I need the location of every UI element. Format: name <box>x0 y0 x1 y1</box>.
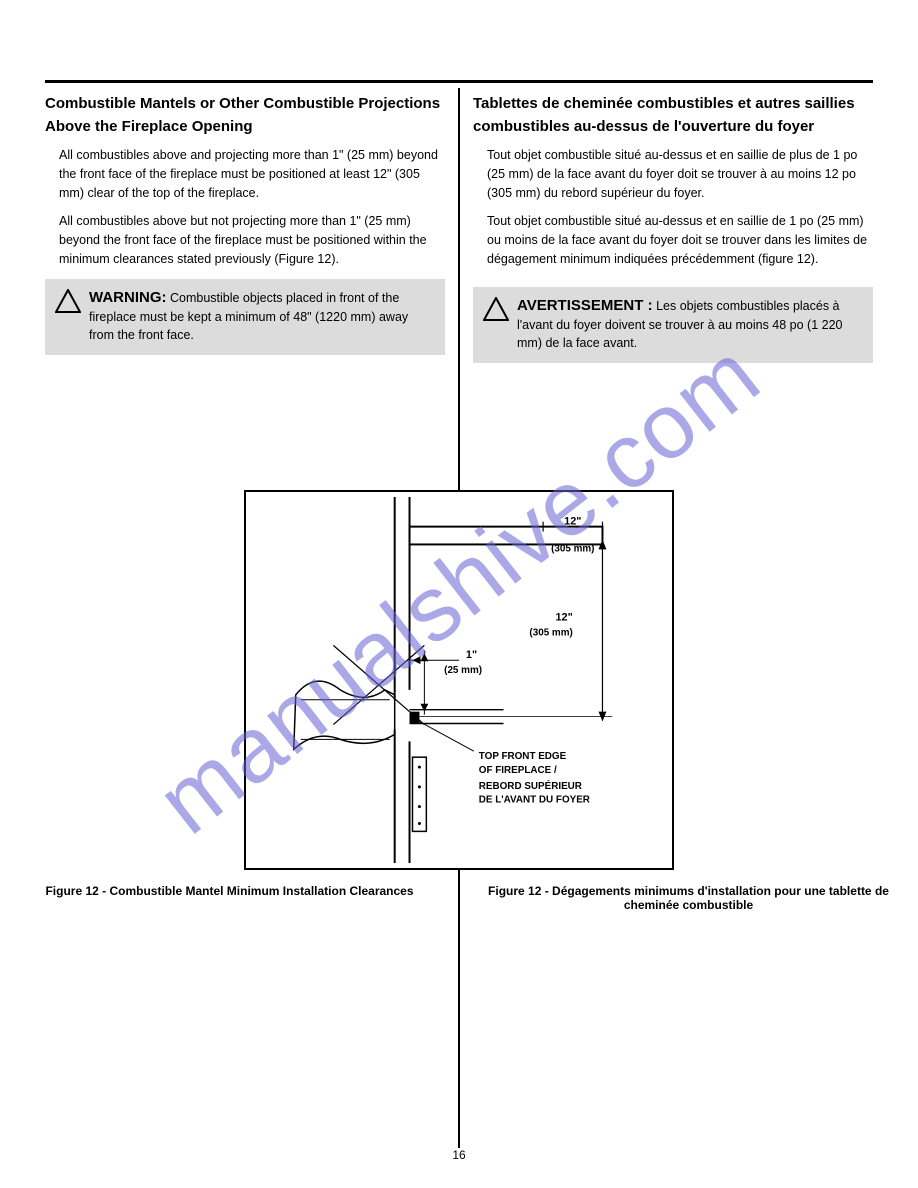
right-para-2: Tout objet combustible situé au-dessus e… <box>473 212 873 268</box>
figure-caption-row: Figure 12 - Combustible Mantel Minimum I… <box>0 884 918 912</box>
right-warning-head: AVERTISSEMENT : <box>517 297 653 314</box>
dim-v-mm: (305 mm) <box>529 627 572 638</box>
right-warning-box: AVERTISSEMENT : Les objets combustibles … <box>473 287 873 363</box>
left-warning-head: WARNING: <box>89 289 167 306</box>
edge-label-4: DE L'AVANT DU FOYER <box>479 795 590 806</box>
mantel-clearance-diagram: 12" (305 mm) 12" (305 mm) 1" (25 mm) TOP… <box>246 492 672 868</box>
edge-label-1: TOP FRONT EDGE <box>479 751 567 762</box>
page-number: 16 <box>0 1148 918 1162</box>
right-column: Tablettes de cheminée combustibles et au… <box>459 93 873 363</box>
warning-triangle-icon <box>483 297 509 321</box>
dim-v: 12" <box>556 612 573 624</box>
figure-12: 12" (305 mm) 12" (305 mm) 1" (25 mm) TOP… <box>244 490 674 870</box>
left-para-2: All combustibles above but not projectin… <box>45 212 445 268</box>
dim-proj-mm: (25 mm) <box>444 665 482 676</box>
right-figure-caption: Figure 12 - Dégagements minimums d'insta… <box>459 884 918 912</box>
dim-proj: 1" <box>466 649 477 661</box>
right-title: Tablettes de cheminée combustibles et au… <box>473 93 873 138</box>
top-rule <box>45 80 873 83</box>
dim-top-h: 12" <box>564 516 581 528</box>
left-para-1: All combustibles above and projecting mo… <box>45 146 445 202</box>
edge-label-2: OF FIREPLACE / <box>479 765 557 776</box>
left-figure-caption: Figure 12 - Combustible Mantel Minimum I… <box>0 884 459 912</box>
left-title: Combustible Mantels or Other Combustible… <box>45 93 445 138</box>
right-para-1: Tout objet combustible situé au-dessus e… <box>473 146 873 202</box>
left-warning-box: WARNING: Combustible objects placed in f… <box>45 279 445 355</box>
right-warning-text: AVERTISSEMENT : Les objets combustibles … <box>517 295 863 353</box>
warning-triangle-icon <box>55 289 81 313</box>
two-column-layout: Combustible Mantels or Other Combustible… <box>45 93 873 363</box>
left-column: Combustible Mantels or Other Combustible… <box>45 93 459 363</box>
left-warning-text: WARNING: Combustible objects placed in f… <box>89 287 435 345</box>
edge-label-3: REBORD SUPÉRIEUR <box>479 781 582 792</box>
dim-top-h-mm: (305 mm) <box>551 543 594 554</box>
